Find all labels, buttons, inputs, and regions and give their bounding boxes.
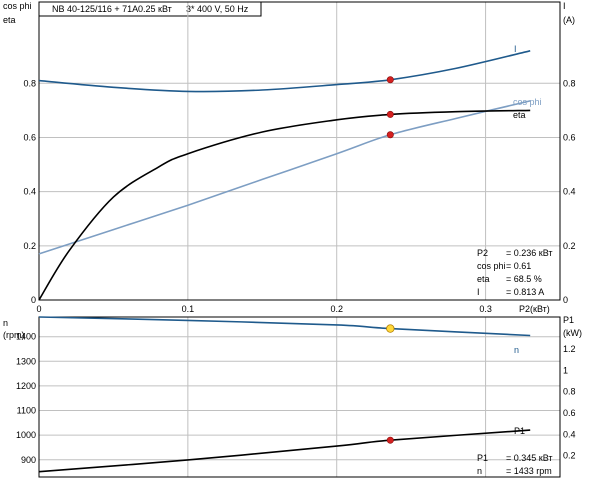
readout-current-value: = 0.813 A: [506, 287, 544, 297]
x-tick-label: 0.1: [182, 304, 195, 314]
top-x-axis-label: P2(кВт): [519, 304, 550, 314]
duty-point-marker: [386, 110, 394, 118]
right-tick-label: 1.2: [563, 344, 576, 354]
right-tick-label: 1: [563, 365, 568, 375]
left-tick-label: 1000: [16, 430, 36, 440]
tick-labels: 0 0.1 0.2 0.3 0 0.2 0.4 0.6 0.8 0 0.2 0.4 0.6 0.8 900 1…: [16, 78, 576, 464]
duty-point-marker: [386, 76, 394, 84]
readout-eta-label: eta: [477, 274, 490, 284]
readout-p1-value: = 0.345 кВт: [506, 453, 553, 463]
series-label-speed: n: [514, 345, 519, 355]
right-tick-label: 0: [563, 295, 568, 305]
duty-point-marker: [386, 131, 394, 139]
readout-speed-value: = 1433 rpm: [506, 466, 552, 476]
readout-cosphi-value: = 0.61: [506, 261, 531, 271]
left-tick-label: 0: [31, 295, 36, 305]
left-tick-label: 1400: [16, 332, 36, 342]
series-line-eta: [38, 109, 531, 301]
readout-p2-value: = 0.236 кВт: [506, 248, 553, 258]
right-tick-label: 0.6: [563, 132, 576, 142]
series-label-current: I: [514, 44, 517, 54]
series-line-cos-phi: [38, 100, 531, 255]
duty-point-marker-p1: [386, 436, 394, 444]
top-right-axis-label-1: I: [563, 1, 566, 11]
top-readout: P2 = 0.236 кВт cos phi = 0.61 eta = 68.5…: [477, 248, 553, 297]
left-tick-label: 0.2: [23, 241, 36, 251]
series-label-p1: P1: [514, 426, 525, 436]
header-power: 0.25 кВт: [138, 4, 172, 14]
header-model: NB 40-125/116 + 71A: [52, 4, 138, 14]
x-tick-label: 0: [36, 304, 41, 314]
series-line-p1: [38, 429, 531, 473]
x-tick-label: 0.3: [479, 304, 492, 314]
top-left-axis-label-1: cos phi: [3, 1, 32, 11]
bottom-right-axis-label-2: (kW): [563, 328, 582, 338]
top-left-axis-label-2: eta: [3, 15, 16, 25]
right-tick-label: 0.4: [563, 187, 576, 197]
left-tick-label: 900: [21, 455, 36, 465]
readout-current-label: I: [477, 287, 480, 297]
right-tick-label: 0.6: [563, 408, 576, 418]
plot-frames: [38, 1, 561, 478]
left-tick-label: 1100: [17, 406, 36, 416]
series-line-i: [38, 50, 531, 93]
readout-p1-label: P1: [477, 453, 488, 463]
x-tick-label: 0.2: [330, 304, 343, 314]
top-right-axis-label-2: (A): [563, 15, 575, 25]
right-tick-label: 0.2: [563, 241, 576, 251]
left-tick-label: 1300: [16, 356, 36, 366]
readout-p2-label: P2: [477, 248, 488, 258]
series-layer: [38, 50, 531, 473]
readout-cosphi-label: cos phi: [477, 261, 506, 271]
duty-point-marker-speed: [386, 324, 395, 333]
header-supply: 3* 400 V, 50 Hz: [186, 4, 249, 14]
duty-point-markers: [386, 76, 395, 444]
right-tick-label: 0.8: [563, 387, 576, 397]
bottom-left-axis-label-2: (rpm): [3, 330, 25, 340]
right-tick-label: 0.2: [563, 451, 576, 461]
grid-layer: [39, 2, 560, 477]
bottom-readout: P1 = 0.345 кВт n = 1433 rpm: [477, 453, 553, 476]
series-label-eta: eta: [513, 110, 526, 120]
bottom-right-axis-label-1: P1: [563, 315, 574, 325]
readout-speed-label: n: [477, 466, 482, 476]
left-tick-label: 0.4: [23, 187, 36, 197]
bottom-left-axis-label-1: n: [3, 318, 8, 328]
right-tick-label: 0.4: [563, 429, 576, 439]
right-tick-label: 0.8: [563, 78, 576, 88]
series-line-n: [38, 316, 531, 337]
series-label-cosphi: cos phi: [513, 97, 542, 107]
left-tick-label: 0.8: [23, 78, 36, 88]
left-tick-label: 1200: [16, 381, 36, 391]
left-tick-label: 0.6: [23, 132, 36, 142]
readout-eta-value: = 68.5 %: [506, 274, 542, 284]
